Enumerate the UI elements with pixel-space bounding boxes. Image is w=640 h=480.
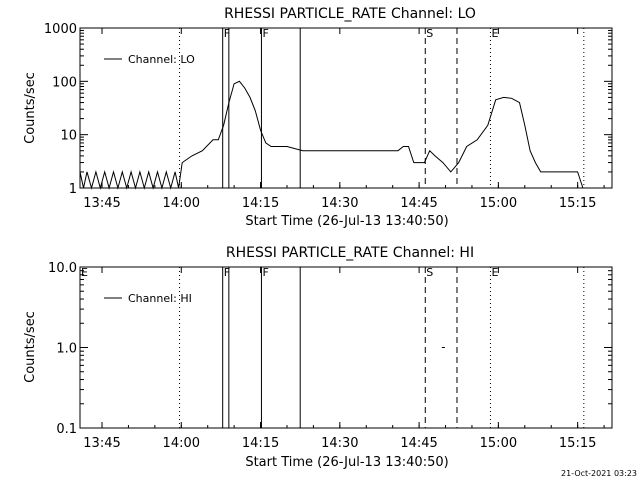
x-tick-label: 14:45 [400,436,437,451]
lo-channel-panel: RHESSI PARTICLE_RATE Channel: LO Counts/… [23,6,613,229]
legend-label: Channel: HI [128,292,192,305]
hi-chart-title: RHESSI PARTICLE_RATE Channel: HI [226,245,474,261]
marker-label: E [491,27,498,40]
y-tick-label: 10 [60,129,77,144]
hi-channel-panel: RHESSI PARTICLE_RATE Channel: HI Counts/… [23,245,613,470]
marker-label: F [262,27,268,40]
lo-plot-area: 13:45 14:00 14:15 14:30 14:45 15:00 15:15 1 10 10… [44,22,613,211]
x-tick-label: 13:45 [83,196,120,211]
x-tick-label: 14:00 [163,196,200,211]
plot-timestamp: 21-Oct-2021 03:23 [561,469,637,478]
marker-label: S [426,266,433,279]
x-tick-label: 14:30 [321,196,358,211]
x-tick-label: 14:15 [242,436,279,451]
marker-label: E [491,266,498,279]
x-tick-label: 15:00 [480,436,517,451]
x-tick-label: 14:00 [163,436,200,451]
plot-frame [79,27,613,189]
lo-x-axis-label: Start Time (26-Jul-13 13:40:50) [245,214,448,229]
y-tick-label: 1.0 [56,342,77,357]
hi-plot-area: 13:45 14:00 14:15 14:30 14:45 15:00 15:15 0.1 1.… [48,261,613,451]
x-tick-label: 14:15 [242,196,279,211]
marker-label: F [224,266,230,279]
x-tick-label: 13:45 [83,436,120,451]
hi-x-axis-label: Start Time (26-Jul-13 13:40:50) [245,455,448,470]
y-tick-label: 0.1 [56,422,77,437]
marker-label: S [426,27,433,40]
lo-chart-title: RHESSI PARTICLE_RATE Channel: LO [224,6,476,22]
legend-label: Channel: LO [128,53,195,66]
marker-label: E [81,266,88,279]
marker-label: F [224,27,230,40]
x-tick-label: 14:30 [321,436,358,451]
series-line-channel-lo [79,80,584,190]
y-tick-label: 1 [69,182,77,197]
y-tick-label: 100 [52,75,77,90]
y-tick-label: 1000 [44,22,77,37]
y-tick-label: 10.0 [48,261,77,276]
marker-label: F [262,266,268,279]
x-tick-label: 15:15 [559,436,596,451]
hi-y-axis-label: Counts/sec [23,311,38,383]
x-tick-label: 15:00 [480,196,517,211]
x-tick-label: 14:45 [400,196,437,211]
x-tick-label: 15:15 [559,196,596,211]
lo-y-axis-label: Counts/sec [23,72,38,144]
